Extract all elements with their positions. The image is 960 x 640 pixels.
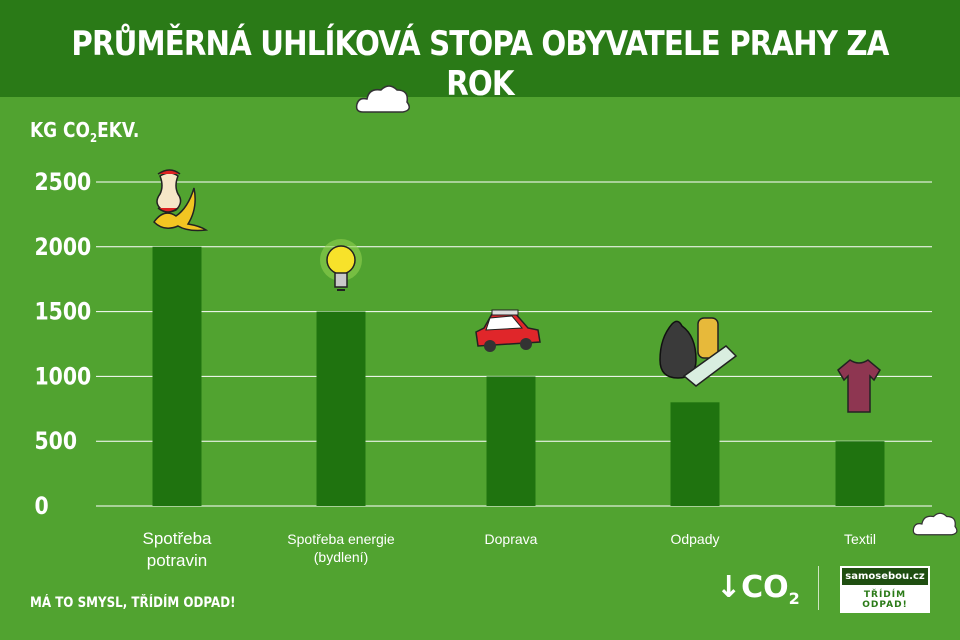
bar — [316, 311, 366, 506]
slogan: MÁ TO SMYSL, TŘÍDÍM ODPAD! — [30, 595, 236, 611]
t-shirt-icon — [837, 359, 881, 413]
x-tick-label: Spotřeba energie (bydlení) — [261, 530, 421, 566]
y-tick-label: 2000 — [35, 233, 92, 261]
x-tick-label-line: Textil — [844, 531, 876, 547]
trash-bag-icon — [659, 317, 738, 387]
divider — [818, 566, 819, 610]
bar — [486, 376, 536, 506]
x-tick-label-line: Odpady — [670, 531, 720, 547]
cloud-icon — [912, 512, 958, 536]
header-band — [0, 0, 960, 97]
y-tick-label: 1000 — [35, 363, 92, 391]
x-tick-label: Textil — [780, 530, 940, 548]
y-tick-label: 2500 — [35, 168, 92, 196]
cloud-icon — [355, 85, 410, 113]
x-tick-label-line: potravin — [146, 551, 208, 571]
brand-name: samosebou.cz — [840, 566, 930, 587]
x-tick-label-line: Doprava — [484, 531, 538, 547]
car-icon — [475, 309, 541, 352]
brand-logo[interactable]: samosebou.cz TŘÍDÍM ODPAD! — [840, 566, 930, 613]
co2-logo: ↓CO2 — [716, 570, 800, 608]
bar — [670, 402, 720, 506]
y-tick-label: 1500 — [35, 298, 92, 326]
x-tick-label: Doprava — [431, 530, 591, 548]
y-tick-label: 500 — [35, 428, 78, 456]
x-tick-label-line: (bydlení) — [313, 549, 369, 566]
y-tick-label: 0 — [35, 492, 49, 520]
x-tick-label-line: Spotřeba energie — [287, 531, 395, 547]
x-tick-label: Odpady — [615, 530, 775, 548]
apple-core-banana-icon — [153, 169, 208, 232]
brand-tagline: TŘÍDÍM ODPAD! — [840, 587, 930, 613]
bar — [835, 441, 885, 506]
page-title: PRŮMĚRNÁ UHLÍKOVÁ STOPA OBYVATELE PRAHY … — [71, 24, 889, 104]
bar — [152, 246, 202, 507]
x-tick-label-line: Spotřeba — [142, 529, 212, 548]
light-bulb-icon — [320, 239, 362, 291]
x-tick-label: Spotřeba potravin — [97, 528, 257, 572]
y-axis-unit: KG CO2EKV. — [30, 118, 140, 145]
